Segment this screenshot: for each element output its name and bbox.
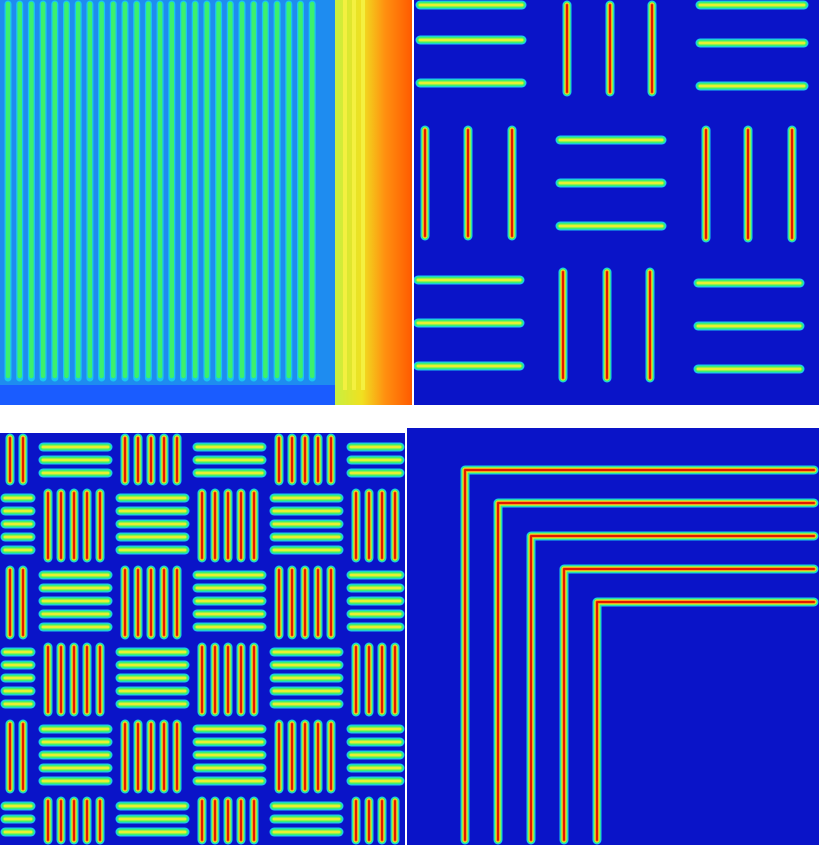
- corner-line-layer: [464, 469, 815, 841]
- corner-line-layer: [596, 601, 815, 841]
- nested-corner-lines-panel: [407, 428, 819, 845]
- corner-line: [559, 564, 819, 845]
- panel-background: [414, 0, 819, 405]
- corner-line-layer: [563, 568, 815, 841]
- corner-line: [493, 498, 819, 845]
- corner-line: [460, 465, 819, 845]
- panel-background: [407, 428, 819, 845]
- corner-line: [526, 531, 819, 845]
- five-line-checker-panel: [0, 433, 405, 845]
- bottom-band: [0, 385, 340, 405]
- dense-vertical-lines-panel: [0, 0, 412, 405]
- hot-edge-region: [335, 0, 412, 405]
- corner-line-layer: [497, 502, 815, 841]
- three-line-checker-panel: [414, 0, 819, 405]
- corner-line: [592, 597, 819, 845]
- corner-line-layer: [530, 535, 815, 841]
